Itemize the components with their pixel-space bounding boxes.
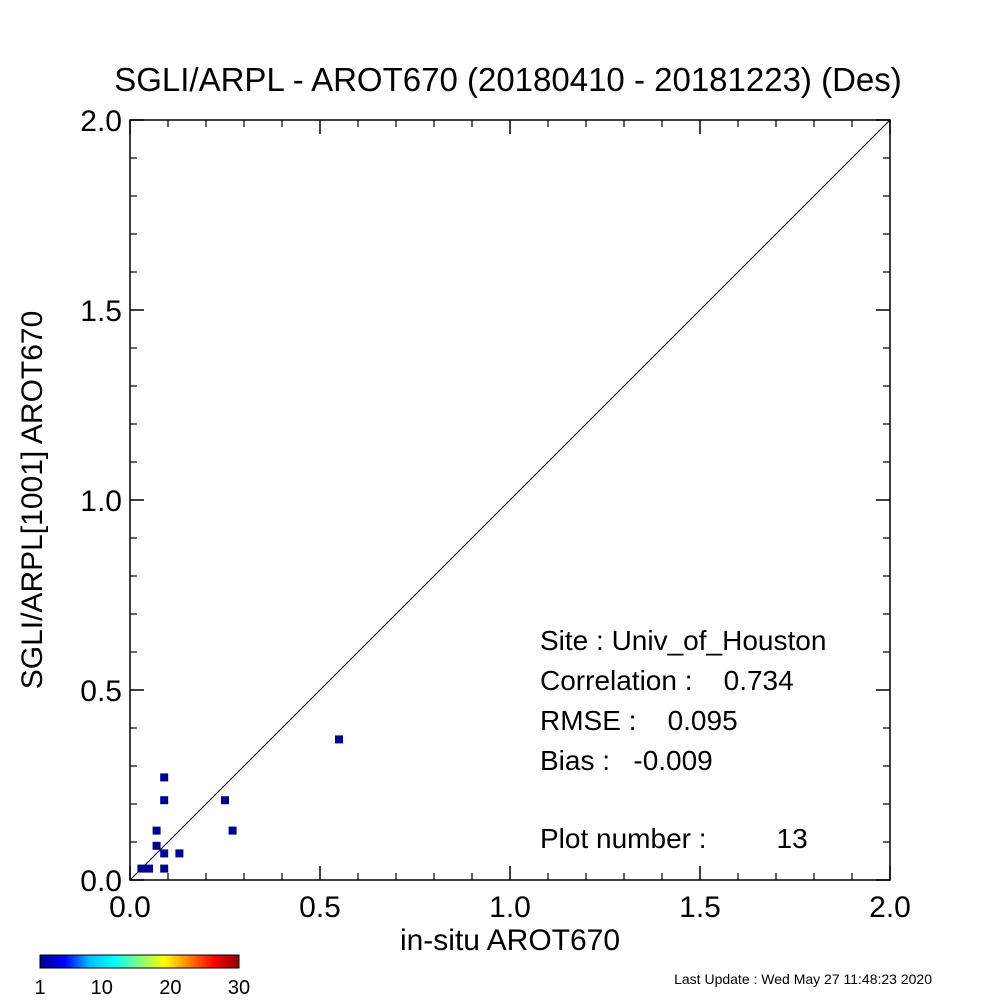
data-point (175, 849, 184, 858)
x-tick-label: 0.0 (109, 891, 151, 924)
stats-block: Site : Univ_of_Houston Correlation : 0.7… (540, 625, 826, 854)
colorbar (39, 954, 240, 969)
stat-rmse: RMSE : 0.095 (540, 705, 738, 736)
data-point (160, 796, 169, 805)
colorbar-tick-label: 30 (228, 977, 250, 999)
data-point (145, 864, 153, 873)
stat-site: Site : Univ_of_Houston (540, 625, 826, 656)
colorbar-tick-label: 20 (159, 977, 181, 999)
x-axis-label: in-situ AROT670 (400, 924, 620, 957)
y-tick-label: 0.5 (80, 675, 122, 708)
colorbar-tick-label: 1 (34, 977, 45, 999)
data-point (152, 826, 161, 835)
y-tick-label: 1.0 (80, 485, 122, 518)
data-point (160, 773, 169, 782)
stat-correlation: Correlation : 0.734 (540, 665, 794, 696)
data-point (152, 841, 161, 850)
last-update: Last Update : Wed May 27 11:48:23 2020 (674, 971, 932, 987)
x-tick-label: 1.0 (489, 891, 531, 924)
one-to-one-line (129, 119, 891, 881)
colorbar-tick-label: 10 (91, 977, 113, 999)
x-tick-label: 0.5 (299, 891, 341, 924)
x-axis-ticks: 0.0 0.5 1.0 1.5 2.0 (109, 120, 911, 924)
data-point (228, 826, 237, 835)
y-axis-label: SGLI/ARPL[1001] AROT670 (16, 311, 49, 690)
data-points (137, 735, 343, 873)
plot-frame (129, 119, 891, 881)
data-point (160, 864, 169, 873)
data-point (221, 796, 229, 805)
data-point (137, 864, 146, 873)
stat-bias: Bias : -0.009 (540, 745, 713, 776)
y-tick-label: 1.5 (80, 295, 122, 328)
x-tick-label: 2.0 (869, 891, 911, 924)
stat-plot-number: Plot number : 13 (540, 823, 808, 854)
y-tick-label: 0.0 (80, 865, 122, 898)
data-point (335, 735, 343, 744)
x-tick-label: 1.5 (679, 891, 721, 924)
y-axis-ticks: 0.0 0.5 1.0 1.5 2.0 (80, 105, 890, 898)
chart-title: SGLI/ARPL - AROT670 (20180410 - 20181223… (114, 61, 902, 98)
data-point (160, 849, 169, 858)
colorbar-ticks: 1 10 20 30 (34, 977, 250, 999)
y-tick-label: 2.0 (80, 105, 122, 138)
